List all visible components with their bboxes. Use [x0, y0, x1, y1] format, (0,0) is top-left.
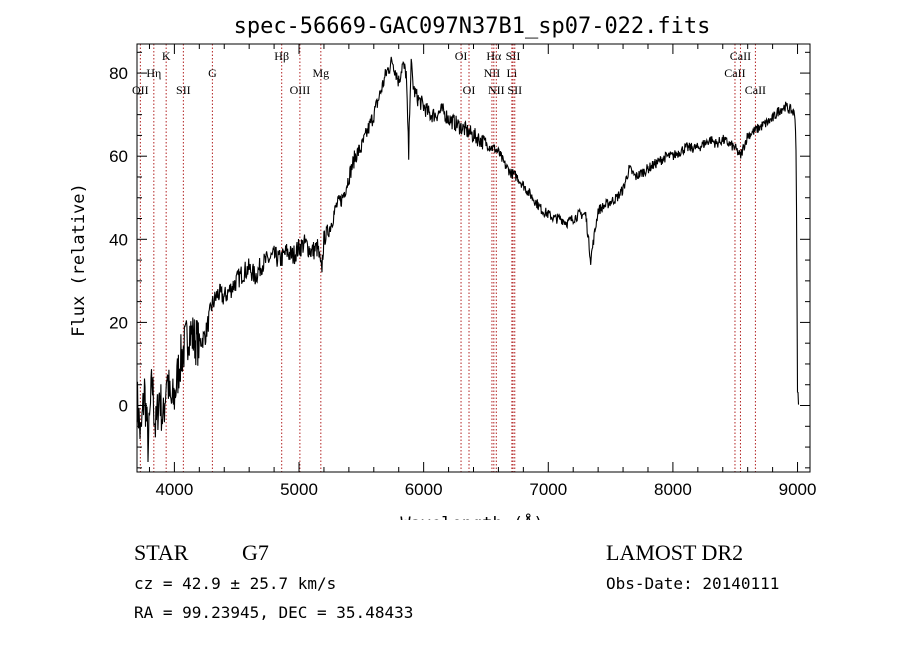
spectral-line-label: OI — [463, 83, 476, 97]
y-tick-label: 60 — [109, 147, 128, 166]
spectral-line-label: G — [208, 66, 217, 80]
spectral-line-label: NII — [488, 83, 505, 97]
spectral-line-label: Hα — [486, 49, 502, 63]
observation-date: Obs-Date: 20140111 — [606, 574, 780, 593]
x-tick-label: 6000 — [405, 480, 443, 499]
chart-title: spec-56669-GAC097N37B1_sp07-022.fits — [234, 14, 711, 39]
y-tick-label: 80 — [109, 64, 128, 83]
x-tick-label: 5000 — [280, 480, 318, 499]
coordinates: RA = 99.23945, DEC = 35.48433 — [134, 603, 414, 622]
spectral-line-label: CaII — [745, 83, 766, 97]
x-tick-label: 4000 — [155, 480, 193, 499]
spectral-line-label: OI — [455, 49, 468, 63]
y-axis-label: Flux (relative) — [69, 183, 89, 337]
spectral-line-label: Li — [507, 66, 518, 80]
spectral-line-label: K — [162, 49, 171, 63]
spectral-line-label: SII — [506, 49, 521, 63]
x-tick-label: 9000 — [779, 480, 817, 499]
spectral-line-label: Mg — [312, 66, 329, 80]
spectral-line-label: NII — [484, 66, 501, 80]
spectral-line-label: OIII — [290, 83, 311, 97]
y-tick-label: 20 — [109, 313, 128, 332]
axis-layer: 4000 5000 6000 7000 8000 9000 0 20 40 60 80 — [109, 43, 817, 499]
x-tick-label: 8000 — [654, 480, 692, 499]
x-tick-label: 7000 — [529, 480, 567, 499]
redshift-value: cz = 42.9 ± 25.7 km/s — [134, 574, 337, 593]
object-class: STAR — [134, 540, 189, 565]
spectral-line-label: CaII — [724, 66, 745, 80]
object-subclass: G7 — [242, 540, 269, 565]
spectral-line-label: Hβ — [274, 49, 289, 63]
y-tick-label: 0 — [119, 397, 128, 416]
spectral-line-label: SII — [507, 83, 522, 97]
spectrum-plot: spec-56669-GAC097N37B1_sp07-022.fits Wav… — [69, 14, 817, 520]
spectrum-series-line — [136, 56, 800, 463]
spectral-line-label: OII — [132, 83, 149, 97]
plot-frame — [136, 43, 811, 473]
spectral-line-label: Hη — [146, 66, 161, 80]
x-axis-label: Wavelength (Å) — [400, 512, 543, 520]
survey-name: LAMOST DR2 — [606, 540, 744, 565]
spectral-line-label: SII — [176, 83, 191, 97]
line-marker-layer: OIIHηKSIIGHβOIIIMgOIOINIIHαNIILiSIISIICa… — [132, 44, 766, 472]
y-tick-label: 40 — [109, 230, 128, 249]
spectral-line-label: CaII — [730, 49, 751, 63]
series-layer — [136, 56, 800, 463]
